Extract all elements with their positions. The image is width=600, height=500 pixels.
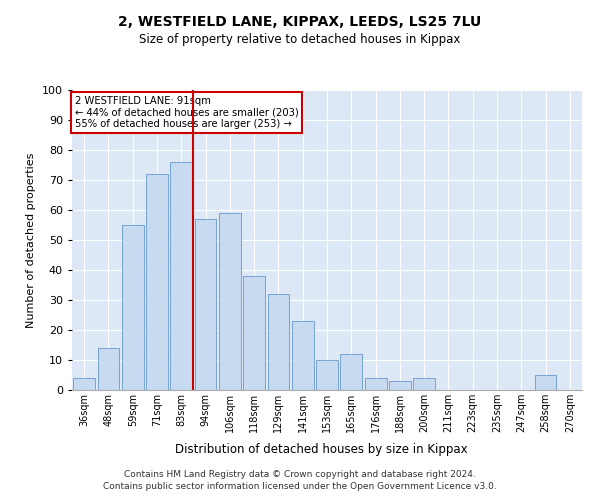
Bar	[365, 378, 386, 390]
Bar	[389, 381, 411, 390]
Bar	[97, 348, 119, 390]
Bar	[170, 162, 192, 390]
Bar	[340, 354, 362, 390]
Text: 2 WESTFIELD LANE: 91sqm
← 44% of detached houses are smaller (203)
55% of detach: 2 WESTFIELD LANE: 91sqm ← 44% of detache…	[74, 96, 298, 129]
Text: Distribution of detached houses by size in Kippax: Distribution of detached houses by size …	[175, 442, 467, 456]
Bar	[146, 174, 168, 390]
Bar	[194, 219, 217, 390]
Bar	[535, 375, 556, 390]
Bar	[292, 321, 314, 390]
Text: Size of property relative to detached houses in Kippax: Size of property relative to detached ho…	[139, 32, 461, 46]
Y-axis label: Number of detached properties: Number of detached properties	[26, 152, 37, 328]
Text: Contains HM Land Registry data © Crown copyright and database right 2024.: Contains HM Land Registry data © Crown c…	[124, 470, 476, 479]
Bar	[73, 378, 95, 390]
Bar	[243, 276, 265, 390]
Bar	[316, 360, 338, 390]
Bar	[413, 378, 435, 390]
Bar	[268, 294, 289, 390]
Text: Contains public sector information licensed under the Open Government Licence v3: Contains public sector information licen…	[103, 482, 497, 491]
Text: 2, WESTFIELD LANE, KIPPAX, LEEDS, LS25 7LU: 2, WESTFIELD LANE, KIPPAX, LEEDS, LS25 7…	[118, 15, 482, 29]
Bar	[122, 225, 143, 390]
Bar	[219, 213, 241, 390]
